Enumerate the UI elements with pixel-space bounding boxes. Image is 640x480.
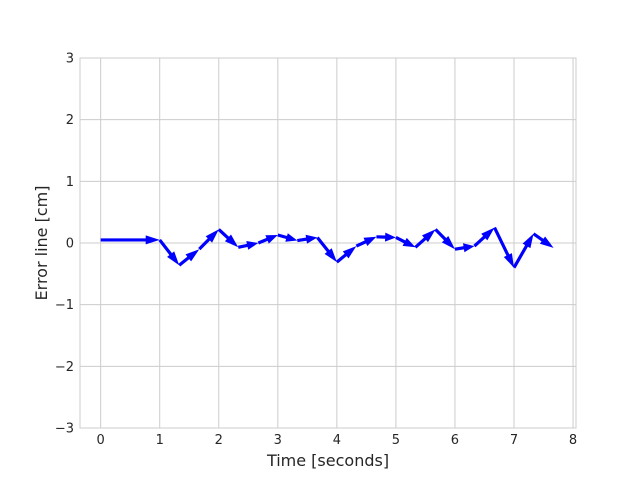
arrow-shaft: [277, 233, 288, 240]
data-arrow: [316, 236, 337, 263]
arrow-head: [285, 233, 298, 242]
data-arrow: [414, 229, 436, 249]
arrow-head: [342, 246, 357, 259]
arrow-head: [167, 251, 180, 266]
arrow-head: [363, 236, 377, 246]
arrow-head: [224, 234, 239, 248]
x-tick-label: 8: [569, 433, 577, 448]
arrow-shaft: [395, 236, 407, 244]
y-tick-label: 2: [66, 113, 74, 128]
arrow-shaft: [335, 253, 348, 264]
data-arrow: [158, 238, 180, 266]
arrow-shaft: [434, 228, 447, 242]
data-arrow: [473, 227, 495, 248]
y-tick-label: −3: [55, 422, 74, 437]
arrow-shaft: [297, 237, 308, 243]
x-tick-label: 5: [392, 433, 400, 448]
arrow-head: [305, 234, 318, 244]
arrow-head: [145, 235, 160, 245]
data-arrow: [355, 236, 377, 248]
y-tick-label: 3: [66, 52, 74, 67]
arrow-head: [422, 229, 436, 243]
y-tick-labels: −3 −2 −1 0 1 2 3: [55, 52, 74, 437]
y-tick-label: −1: [55, 298, 74, 313]
arrow-shaft: [316, 236, 331, 253]
arrow-shaft: [414, 236, 427, 249]
arrow-head: [402, 237, 416, 248]
arrow-head: [265, 235, 278, 244]
y-tick-label: 0: [66, 237, 74, 252]
arrow-head: [441, 236, 455, 250]
x-tick-label: 2: [215, 433, 223, 448]
data-arrow: [493, 226, 514, 268]
arrow-shaft: [532, 232, 545, 243]
arrow-head: [539, 236, 554, 248]
grid: [80, 57, 576, 429]
series-layer: [100, 226, 554, 269]
arrow-shaft: [217, 228, 230, 240]
x-tick-label: 7: [510, 433, 518, 448]
y-tick-label: 1: [66, 175, 74, 190]
x-tick-labels: 0 1 2 3 4 5 6 7 8: [97, 433, 578, 448]
data-arrow: [257, 235, 278, 245]
data-arrow: [434, 228, 455, 250]
arrow-head: [522, 233, 534, 249]
x-tick-label: 0: [97, 433, 105, 448]
arrow-head: [503, 253, 514, 268]
data-arrow: [297, 234, 318, 244]
data-arrow: [277, 233, 298, 242]
data-arrow: [512, 233, 534, 269]
data-arrow: [178, 249, 200, 267]
x-tick-label: 6: [451, 433, 459, 448]
data-arrow: [198, 229, 219, 251]
plot-frame: [79, 57, 577, 429]
arrow-shaft: [158, 238, 173, 256]
y-axis-label: Error line [cm]: [32, 186, 51, 301]
arrow-shaft: [178, 256, 191, 267]
arrow-head: [246, 241, 259, 250]
arrow-head: [481, 227, 495, 241]
data-arrow: [395, 236, 416, 248]
data-arrow: [217, 228, 239, 248]
data-arrow: [100, 235, 160, 245]
data-arrow: [237, 241, 259, 250]
arrow-shaft: [512, 244, 529, 269]
x-tick-label: 3: [274, 433, 282, 448]
x-tick-label: 1: [156, 433, 164, 448]
arrow-head: [463, 243, 475, 253]
arrow-shaft: [355, 240, 367, 248]
data-arrow: [335, 246, 357, 264]
arrow-head: [324, 248, 337, 263]
arrow-shaft: [454, 246, 465, 251]
arrow-shaft: [493, 226, 510, 257]
arrow-shaft: [473, 235, 487, 248]
arrow-shaft: [257, 237, 269, 245]
arrow-shaft: [198, 237, 211, 251]
arrow-head: [385, 232, 396, 242]
data-arrow: [532, 232, 554, 248]
y-tick-label: −2: [55, 360, 74, 375]
x-axis-label: Time [seconds]: [266, 451, 389, 470]
arrow-shaft: [237, 243, 249, 249]
x-tick-label: 4: [333, 433, 341, 448]
data-arrow: [454, 243, 475, 253]
arrow-head: [205, 229, 219, 243]
arrow-head: [185, 249, 200, 262]
data-arrow: [376, 232, 396, 242]
